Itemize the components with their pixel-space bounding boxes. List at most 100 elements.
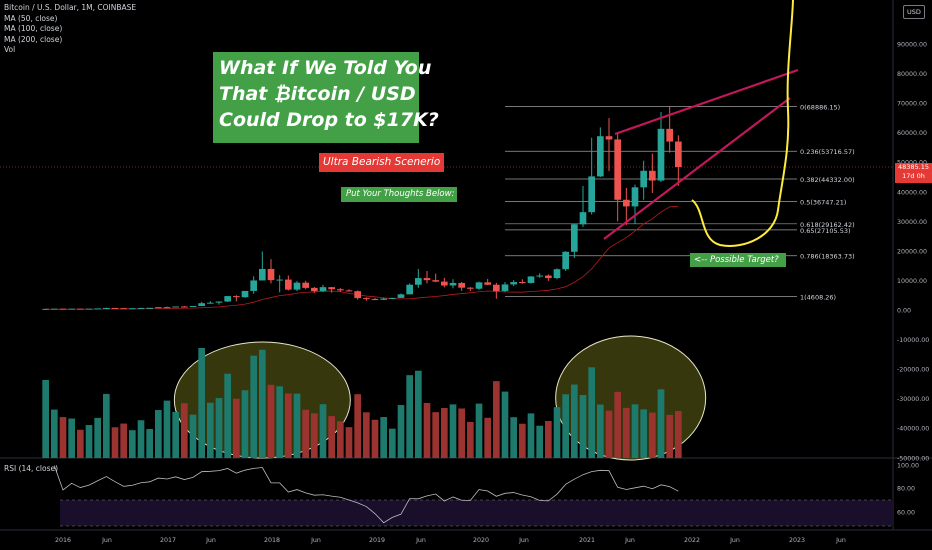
volume-bar	[181, 403, 188, 458]
candle-body	[675, 141, 682, 167]
volume-bar	[493, 381, 500, 458]
fib-label: 0.618(29162.42)	[800, 221, 855, 229]
volume-bar	[198, 348, 205, 458]
bearish-scenario-label: Ultra Bearish Scenerio	[319, 153, 444, 172]
candle-body	[293, 282, 301, 290]
time-tick-label: Jun	[310, 537, 321, 544]
indicator-ma50[interactable]: MA (50, close)	[4, 13, 58, 23]
volume-bar	[155, 410, 162, 458]
volume-bar	[631, 404, 639, 458]
currency-button[interactable]: USD	[903, 5, 925, 19]
volume-bar	[328, 416, 335, 458]
volume-bar	[501, 391, 509, 458]
candle-body	[198, 303, 205, 307]
volume-bar	[354, 394, 361, 458]
candle-body	[579, 212, 587, 225]
volume-bar	[345, 427, 353, 458]
volume-bar	[189, 414, 197, 458]
rsi-band	[60, 500, 893, 526]
volume-bar	[371, 419, 379, 458]
symbol-title: Bitcoin / U.S. Dollar, 1M, COINBASE	[4, 3, 137, 12]
candle-body	[163, 307, 171, 309]
time-tick-label: Jun	[624, 537, 635, 544]
volume-bar	[241, 390, 249, 458]
volume-bar	[51, 409, 58, 458]
candle-body	[510, 282, 517, 285]
upper-trendline	[614, 68, 799, 136]
thoughts-label: Put Your Thoughts Below:	[341, 187, 457, 202]
indicator-ma100[interactable]: MA (100, close)	[4, 24, 63, 33]
volume-bar	[267, 384, 275, 458]
volume-bar	[657, 389, 665, 458]
current-price-value: 48385.15	[897, 163, 929, 171]
volume-bar	[441, 408, 448, 458]
price-tick-label: 0.00	[897, 308, 911, 315]
candle-body	[649, 170, 656, 181]
indicator-ma200[interactable]: MA (200, close)	[4, 34, 63, 44]
volume-bar	[510, 417, 517, 458]
candle-body	[597, 136, 604, 177]
candle-body	[432, 280, 439, 282]
candle-body	[267, 268, 275, 281]
candle-body	[354, 291, 361, 299]
fib-label: 0.236(53716.57)	[800, 148, 855, 156]
volume-bar	[163, 400, 171, 458]
rsi-tick-label: 80.00	[897, 486, 915, 493]
volume-bar	[614, 391, 621, 458]
volume-bar	[458, 408, 465, 458]
candle-body	[77, 308, 84, 310]
time-tick-label: 2016	[55, 537, 71, 544]
price-tick-label: 90000.00	[897, 42, 927, 49]
fib-label: 0.786(18363.73)	[800, 253, 855, 261]
time-tick-label: 2022	[684, 537, 700, 544]
candle-body	[545, 275, 552, 279]
price-tick-label: 20000.00	[897, 248, 927, 255]
price-tick-label: -40000.00	[897, 426, 929, 433]
candle-body	[493, 284, 500, 292]
candle-body	[172, 306, 179, 308]
chart-legend: Bitcoin / U.S. Dollar, 1M, COINBASE MA (…	[4, 3, 136, 56]
time-tick-label: 2020	[473, 537, 489, 544]
rsi-legend[interactable]: RSI (14, close)	[4, 464, 59, 473]
candle-body	[380, 298, 387, 300]
candle-body	[224, 296, 231, 302]
candle-body	[111, 308, 119, 310]
candle-body	[276, 279, 283, 281]
time-tick-label: 2023	[789, 537, 805, 544]
candle-body	[501, 284, 509, 292]
candle-body	[259, 268, 266, 281]
volume-bar	[649, 412, 656, 458]
volume-bar	[562, 394, 569, 458]
candle-body	[640, 170, 647, 188]
candle-body	[181, 306, 188, 308]
candle-body	[189, 306, 197, 308]
headline-line-3: Could Drop to $17K?	[219, 109, 439, 131]
candle-body	[103, 308, 110, 310]
projection-path	[691, 0, 794, 247]
current-price-tag: 48385.15 17d 0h	[895, 163, 932, 183]
volume-bar	[250, 355, 257, 458]
volume-bar	[276, 386, 283, 458]
volume-bar	[536, 425, 543, 458]
candle-body	[85, 308, 93, 310]
candle-body	[571, 224, 578, 252]
volume-bar	[571, 384, 578, 458]
time-tick-label: Jun	[415, 537, 426, 544]
candle-body	[137, 307, 145, 309]
indicator-volume[interactable]: Vol	[4, 45, 16, 54]
candle-body	[467, 287, 474, 289]
price-tick-label: -20000.00	[897, 367, 929, 374]
volume-bar	[449, 404, 457, 458]
headline-line-2: That ₿itcoin / USD	[219, 83, 416, 105]
volume-bar	[389, 428, 396, 458]
candle-body	[233, 296, 240, 298]
volume-bar	[597, 404, 604, 458]
price-tick-label: 10000.00	[897, 278, 927, 285]
time-tick-label: 2018	[264, 537, 280, 544]
volume-bar	[337, 421, 344, 458]
candle-body	[527, 276, 535, 283]
volume-bar	[94, 417, 101, 458]
candle-body	[207, 302, 214, 304]
